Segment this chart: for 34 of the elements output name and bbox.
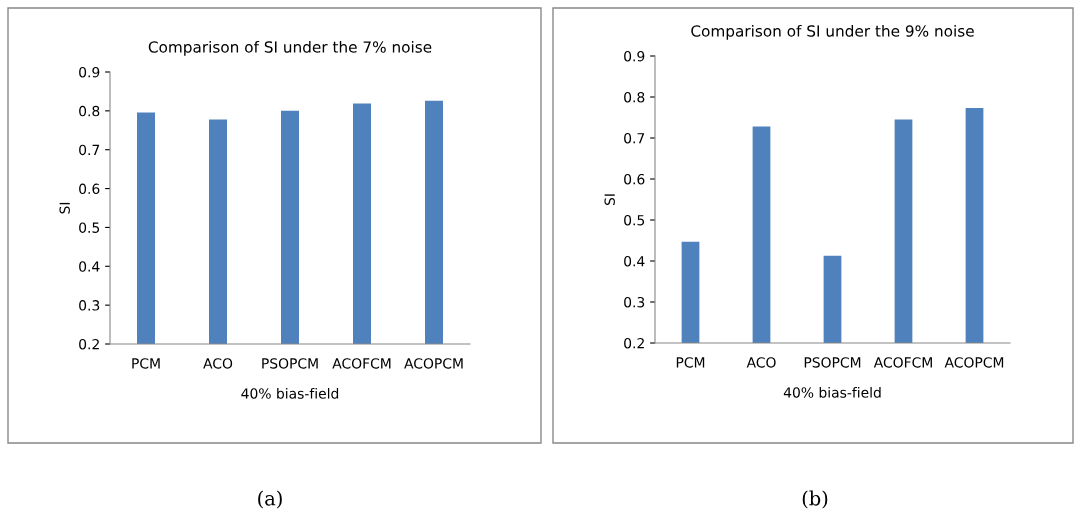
- x-tick-label: PCM: [676, 357, 705, 368]
- x-tick-label: ACO: [203, 358, 233, 369]
- y-tick-label: 0.4: [79, 261, 100, 272]
- chart-title: Comparison of SI under the 9% noise: [691, 24, 974, 40]
- x-tick-label: ACOFCM: [332, 358, 391, 369]
- y-tick-label: 0.2: [624, 337, 644, 349]
- x-tick-label: ACOPCM: [404, 358, 463, 369]
- y-axis-title: SI: [59, 202, 70, 214]
- y-tick-label: 0.7: [624, 132, 645, 144]
- text: (b): [802, 490, 828, 509]
- y-tick-label: 0.6: [79, 183, 100, 195]
- y-tick-label: 0.9: [624, 50, 645, 62]
- y-tick-label: 0.3: [624, 296, 645, 308]
- y-tick-label: 0.8: [79, 105, 100, 117]
- x-tick-label: ACOPCM: [944, 357, 1004, 368]
- x-axis-title: 40% bias-field: [783, 387, 881, 398]
- y-tick-label: 0.5: [79, 222, 100, 233]
- x-tick-label: PSOPCM: [262, 358, 318, 369]
- x-tick-label: PCM: [132, 358, 160, 369]
- y-tick-label: 0.4: [624, 255, 645, 267]
- y-tick-label: 0.3: [79, 300, 100, 311]
- chart-title: Comparison of SI under the 7% noise: [148, 40, 432, 56]
- y-tick-label: 0.2: [79, 338, 99, 350]
- y-axis-title: SI: [604, 194, 615, 206]
- x-axis-title: 40% bias-field: [241, 388, 339, 399]
- y-tick-label: 0.5: [624, 214, 645, 226]
- y-tick-label: 0.7: [79, 144, 100, 156]
- y-tick-label: 0.8: [624, 91, 645, 103]
- x-tick-label: PSOPCM: [804, 357, 861, 368]
- x-tick-label: ACOFCM: [873, 357, 932, 368]
- x-tick-label: ACO: [746, 357, 776, 368]
- text: (a): [258, 490, 282, 509]
- y-tick-label: 0.9: [79, 66, 100, 78]
- y-tick-label: 0.6: [624, 173, 645, 185]
